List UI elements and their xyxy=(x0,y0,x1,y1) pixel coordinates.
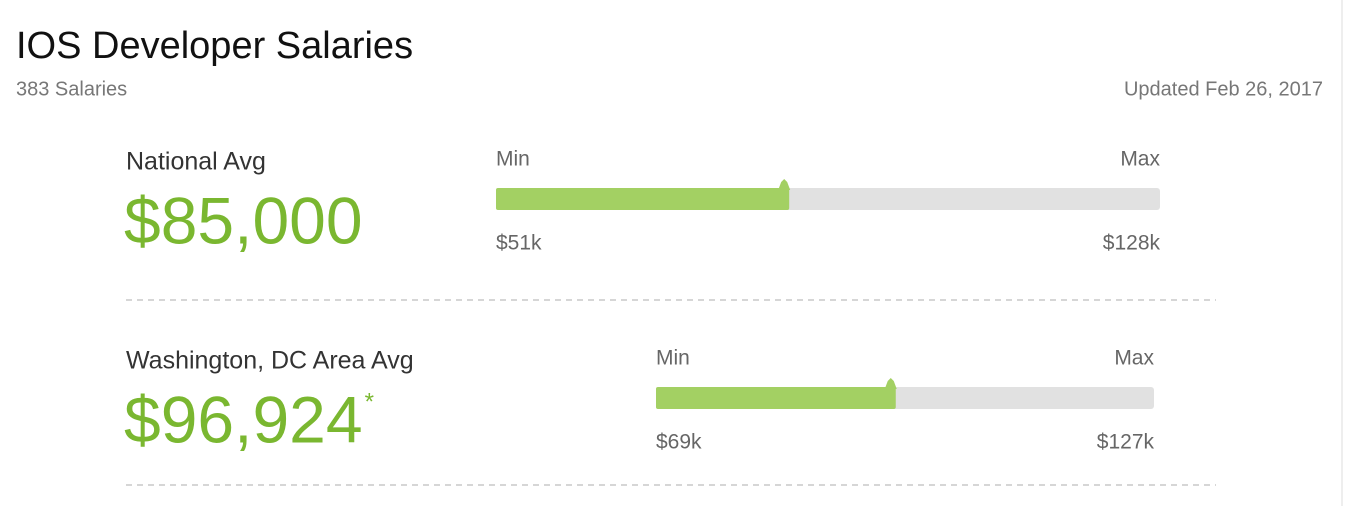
range-fill xyxy=(496,188,790,210)
max-title: Max xyxy=(1114,347,1154,370)
title: IOS Developer Salaries xyxy=(16,25,413,67)
range-fill xyxy=(656,387,896,409)
updated: Updated Feb 26, 2017 xyxy=(1124,78,1323,100)
avg-marker xyxy=(778,179,791,190)
max-value: $127k xyxy=(1097,431,1155,454)
max-value: $128k xyxy=(1103,232,1161,255)
count: 383 Salaries xyxy=(16,78,127,100)
row-label: National Avg xyxy=(126,148,266,176)
min-value: $51k xyxy=(496,232,542,255)
average-salary: $85,000 xyxy=(124,183,363,257)
min-title: Min xyxy=(656,347,690,370)
average-salary: $96,924 xyxy=(124,382,363,456)
note-mark: * xyxy=(365,388,374,415)
min-value: $69k xyxy=(656,431,702,454)
row-label: Washington, DC Area Avg xyxy=(126,347,414,375)
avg-marker xyxy=(884,378,897,389)
max-title: Max xyxy=(1120,148,1160,171)
min-title: Min xyxy=(496,148,530,171)
